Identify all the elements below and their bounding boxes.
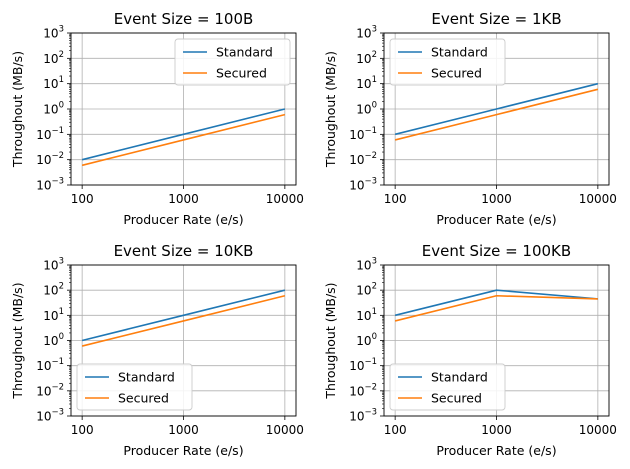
y-tick-label: 102: [356, 282, 377, 298]
legend: Standard Secured: [76, 363, 193, 411]
x-tick-label: 100: [71, 192, 94, 206]
y-tick-label: 10−3: [349, 408, 377, 424]
y-tick-label: 10−1: [36, 126, 64, 142]
legend: Standard Secured: [389, 363, 506, 411]
legend: Standard Secured: [389, 38, 506, 86]
x-tick-label: 1000: [481, 423, 512, 437]
legend-label: Secured: [118, 391, 169, 406]
y-tick-label: 103: [43, 257, 64, 273]
legend-label: Secured: [431, 66, 482, 81]
y-tick-label: 102: [356, 50, 377, 66]
y-tick-label: 10−3: [36, 408, 64, 424]
series-line-secured: [394, 88, 599, 141]
series-line-secured: [81, 113, 286, 167]
subplot-4: 100 1000 10000 10−3 10−2 10−1 100 101 102 103 Even…: [323, 242, 617, 458]
legend-label: Standard: [118, 370, 175, 385]
legend-label: Secured: [216, 66, 267, 81]
y-tick-label: 10−1: [349, 126, 377, 142]
chart-title: Event Size = 10KB: [114, 242, 254, 260]
x-tick-label: 1000: [168, 192, 199, 206]
y-tick-label: 10−1: [36, 357, 64, 373]
chart-title: Event Size = 1KB: [431, 10, 561, 28]
x-tick-label: 100: [71, 423, 94, 437]
legend-label: Standard: [431, 45, 488, 60]
y-tick-label: 100: [356, 101, 377, 117]
y-axis-label: Throughout (MB/s): [10, 51, 25, 168]
y-axis-label: Throughout (MB/s): [323, 282, 338, 399]
y-tick-label: 10−2: [349, 382, 377, 398]
x-tick-label: 10000: [266, 423, 304, 437]
x-axis-label: Producer Rate (e/s): [436, 443, 556, 458]
x-axis-label: Producer Rate (e/s): [123, 212, 243, 227]
subplot-2: 100 1000 10000 10−3 10−2 10−1 100 101 102 103 Even…: [323, 10, 617, 227]
series-line-secured: [81, 294, 286, 347]
chart-title: Event Size = 100B: [114, 10, 254, 28]
y-tick-label: 102: [43, 282, 64, 298]
y-tick-label: 10−3: [36, 177, 64, 193]
chart-title: Event Size = 100KB: [422, 242, 571, 260]
x-tick-label: 1000: [168, 423, 199, 437]
y-tick-label: 10−2: [36, 151, 64, 167]
y-tick-label: 100: [43, 332, 64, 348]
y-tick-label: 101: [43, 307, 64, 323]
subplot-3: 100 1000 10000 10−3 10−2 10−1 100 101 102 103 Even…: [10, 242, 304, 458]
x-tick-label: 10000: [579, 192, 617, 206]
legend: Standard Secured: [174, 38, 291, 86]
x-tick-label: 1000: [481, 192, 512, 206]
series-line-standard: [394, 82, 599, 136]
y-tick-label: 103: [356, 25, 377, 41]
y-tick-label: 10−2: [349, 151, 377, 167]
series-line-standard: [394, 289, 598, 317]
x-tick-label: 100: [384, 192, 407, 206]
y-tick-label: 10−3: [349, 177, 377, 193]
y-tick-label: 101: [356, 75, 377, 91]
y-axis-label: Throughout (MB/s): [10, 282, 25, 399]
series-line-standard: [81, 289, 286, 342]
x-axis-label: Producer Rate (e/s): [436, 212, 556, 227]
y-tick-label: 101: [43, 75, 64, 91]
series-line-secured: [394, 294, 598, 322]
y-tick-label: 100: [356, 332, 377, 348]
y-tick-label: 10−2: [36, 382, 64, 398]
x-tick-label: 10000: [266, 192, 304, 206]
legend-label: Standard: [216, 45, 273, 60]
series-line-standard: [81, 108, 286, 161]
y-tick-label: 103: [43, 25, 64, 41]
x-tick-label: 10000: [579, 423, 617, 437]
y-tick-label: 10−1: [349, 357, 377, 373]
legend-label: Standard: [431, 370, 488, 385]
x-tick-label: 100: [384, 423, 407, 437]
y-tick-label: 102: [43, 50, 64, 66]
y-axis-label: Throughout (MB/s): [323, 51, 338, 168]
y-tick-label: 101: [356, 307, 377, 323]
y-tick-label: 100: [43, 101, 64, 117]
x-axis-label: Producer Rate (e/s): [123, 443, 243, 458]
y-tick-label: 103: [356, 257, 377, 273]
subplot-1: 100 1000 10000 10−3 10−2 10−1 100 101 102 103 Even…: [10, 10, 304, 227]
legend-label: Secured: [431, 391, 482, 406]
